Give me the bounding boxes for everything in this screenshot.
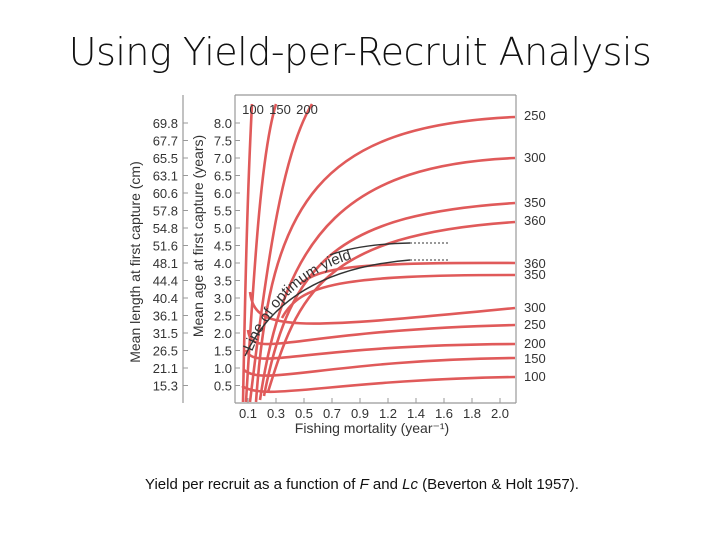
length-label: 51.6 xyxy=(153,239,178,254)
x-label: 0.5 xyxy=(295,406,313,421)
right-label: 350 xyxy=(524,195,546,210)
length-label: 36.1 xyxy=(153,309,178,324)
length-label: 44.4 xyxy=(153,274,178,289)
length-label: 26.5 xyxy=(153,344,178,359)
x-label: 1.6 xyxy=(435,406,453,421)
length-label: 48.1 xyxy=(153,256,178,271)
length-label: 60.6 xyxy=(153,186,178,201)
caption-italic: Lc xyxy=(402,476,418,493)
right-label: 300 xyxy=(524,150,546,165)
right-label: 350 xyxy=(524,267,546,282)
x-label: 0.3 xyxy=(267,406,285,421)
length-label: 40.4 xyxy=(153,291,178,306)
top-label: 150 xyxy=(269,102,291,117)
caption-text: and xyxy=(368,476,403,493)
age-label: 7.5 xyxy=(214,134,232,149)
frame xyxy=(182,94,517,404)
age-label: 2.5 xyxy=(214,309,232,324)
length-label: 63.1 xyxy=(153,169,178,184)
right-label: 250 xyxy=(524,317,546,332)
x-axis-title: Fishing mortality (year⁻¹) xyxy=(295,420,449,436)
age-axis-title: Mean age at first capture (years) xyxy=(190,135,206,337)
x-label: 1.4 xyxy=(407,406,425,421)
length-axis-title: Mean length at first capture (cm) xyxy=(127,161,143,363)
top-label: 100 xyxy=(242,102,264,117)
age-label: 7.0 xyxy=(214,151,232,166)
age-label: 6.5 xyxy=(214,169,232,184)
caption-text: Yield per recruit as a function of xyxy=(145,476,360,493)
right-label: 150 xyxy=(524,351,546,366)
length-label: 65.5 xyxy=(153,151,178,166)
caption-italic: F xyxy=(359,476,369,493)
x-label: 2.0 xyxy=(491,406,509,421)
x-label: 0.7 xyxy=(323,406,341,421)
right-label: 100 xyxy=(524,369,546,384)
caption: Yield per recruit as a function of F and… xyxy=(145,476,579,493)
length-label: 67.7 xyxy=(153,134,178,149)
length-label: 21.1 xyxy=(153,361,178,376)
optimum-line xyxy=(244,242,450,357)
slide-title: Using Yield-per-Recruit Analysis xyxy=(68,30,652,74)
age-label: 5.5 xyxy=(214,204,232,219)
age-label: 3.0 xyxy=(214,291,232,306)
right-label: 360 xyxy=(524,213,546,228)
age-label: 1.0 xyxy=(214,361,232,376)
right-label: 250 xyxy=(524,108,546,123)
age-label: 0.5 xyxy=(214,379,232,394)
length-label: 69.8 xyxy=(153,116,178,131)
x-label: 0.9 xyxy=(351,406,369,421)
length-label: 54.8 xyxy=(153,221,178,236)
age-label: 4.0 xyxy=(214,256,232,271)
length-label: 31.5 xyxy=(153,326,178,341)
caption-text: (Beverton & Holt 1957). xyxy=(417,476,579,493)
age-label: 2.0 xyxy=(214,326,232,341)
right-label: 360 xyxy=(524,256,546,271)
right-label: 200 xyxy=(524,336,546,351)
length-label: 15.3 xyxy=(153,379,178,394)
age-label: 4.5 xyxy=(214,239,232,254)
age-label: 8.0 xyxy=(214,116,232,131)
right-label: 300 xyxy=(524,300,546,315)
x-label: 0.1 xyxy=(239,406,257,421)
age-label: 1.5 xyxy=(214,344,232,359)
age-label: 3.5 xyxy=(214,274,232,289)
x-label: 1.2 xyxy=(379,406,397,421)
length-label: 57.8 xyxy=(153,204,178,219)
x-label: 1.8 xyxy=(463,406,481,421)
yield-isopleths xyxy=(241,103,516,403)
age-label: 5.0 xyxy=(214,221,232,236)
top-label: 200 xyxy=(296,102,318,117)
age-label: 6.0 xyxy=(214,186,232,201)
